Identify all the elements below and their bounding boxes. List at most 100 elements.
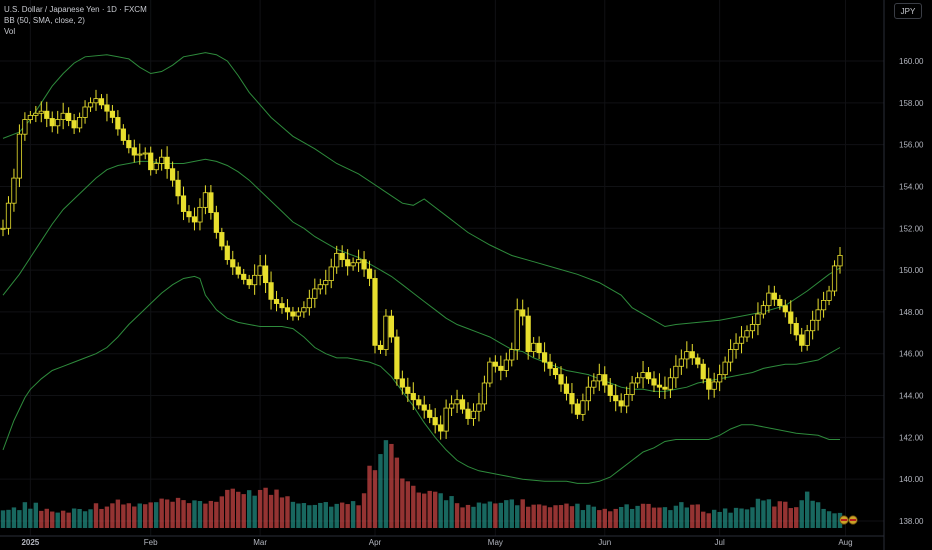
volume-bar bbox=[498, 502, 504, 528]
candle-up bbox=[487, 361, 493, 384]
candle-down bbox=[279, 303, 285, 309]
candle-up bbox=[16, 133, 23, 179]
price-tick-154: 154.00 bbox=[899, 182, 924, 191]
volume-bar bbox=[465, 504, 471, 528]
candle-down bbox=[793, 323, 799, 336]
candle-down bbox=[777, 298, 783, 307]
volume-bar bbox=[553, 505, 558, 528]
volume-bar bbox=[334, 503, 339, 528]
volume-bar bbox=[438, 493, 443, 528]
volume-bar bbox=[722, 508, 728, 528]
candle-up bbox=[476, 403, 482, 412]
volume-indicator-label[interactable]: Vol bbox=[4, 27, 16, 36]
volume-bar bbox=[635, 505, 640, 528]
candle-down bbox=[405, 386, 411, 394]
volume-bar bbox=[646, 503, 651, 528]
volume-bar bbox=[739, 508, 744, 528]
candle-up bbox=[22, 119, 28, 135]
candle-down bbox=[645, 372, 652, 380]
volume-bar bbox=[181, 500, 186, 528]
candle-up bbox=[317, 284, 323, 290]
candlesticks bbox=[0, 89, 843, 440]
time-label-may: May bbox=[488, 538, 503, 547]
volume-bar bbox=[788, 508, 793, 528]
volume-bar bbox=[766, 499, 772, 528]
candle-up bbox=[383, 315, 389, 350]
candle-down bbox=[131, 147, 137, 156]
volume-bar bbox=[132, 506, 137, 528]
volume-bar bbox=[744, 509, 750, 528]
candle-up bbox=[11, 177, 17, 204]
volume-bar bbox=[405, 481, 411, 528]
candle-up bbox=[744, 330, 750, 338]
volume-bar bbox=[55, 512, 60, 528]
volume-bar bbox=[755, 498, 761, 528]
volume-bar bbox=[356, 505, 361, 528]
candle-up bbox=[87, 102, 94, 108]
candle-down bbox=[224, 245, 230, 261]
bollinger-indicator-label[interactable]: BB (50, SMA, close, 2) bbox=[4, 16, 85, 25]
volume-bar bbox=[624, 504, 629, 528]
price-axis[interactable]: 138.00 140.00 142.00 144.00 146.00 148.00 150.… bbox=[899, 57, 924, 526]
candle-down bbox=[104, 104, 110, 112]
event-marker-icon[interactable] bbox=[848, 515, 858, 525]
volume-bar bbox=[400, 478, 405, 528]
volume-bar bbox=[821, 508, 826, 528]
volume-bar bbox=[39, 510, 44, 528]
volume-bar bbox=[695, 504, 700, 528]
candle-up bbox=[448, 403, 455, 409]
volume-bar bbox=[547, 507, 553, 528]
volume-bar bbox=[482, 503, 487, 528]
price-tick-148: 148.00 bbox=[899, 308, 924, 317]
volume-bar bbox=[460, 507, 465, 528]
candle-up bbox=[355, 259, 362, 264]
candle-down bbox=[115, 117, 121, 130]
candle-down bbox=[574, 403, 581, 415]
volume-bar bbox=[679, 502, 684, 528]
candle-down bbox=[520, 309, 526, 317]
volume-bars bbox=[0, 440, 843, 528]
time-label-2025: 2025 bbox=[21, 538, 39, 547]
candle-up bbox=[159, 156, 165, 164]
time-label-aug: Aug bbox=[838, 538, 852, 547]
time-axis[interactable]: 2025 Feb Mar Apr May Jun Jul Aug bbox=[21, 538, 852, 547]
candle-down bbox=[71, 120, 77, 129]
candle-down bbox=[541, 352, 548, 363]
volume-bar bbox=[662, 507, 668, 528]
candle-down bbox=[262, 265, 269, 284]
candle-down bbox=[44, 110, 50, 119]
volume-bar bbox=[186, 503, 192, 528]
candle-down bbox=[148, 152, 154, 171]
volume-bar bbox=[432, 491, 438, 528]
volume-bar bbox=[810, 500, 815, 528]
candle-up bbox=[596, 374, 602, 382]
volume-bar bbox=[394, 457, 400, 528]
currency-button[interactable]: JPY bbox=[894, 3, 922, 19]
candle-down bbox=[268, 282, 274, 300]
volume-bar bbox=[121, 504, 126, 528]
volume-bar bbox=[33, 502, 39, 528]
volume-bar bbox=[608, 511, 613, 528]
volume-bar bbox=[515, 505, 520, 528]
volume-bar bbox=[0, 510, 6, 528]
candle-down bbox=[290, 311, 296, 317]
candle-up bbox=[350, 262, 356, 267]
bollinger-middle-band bbox=[2, 158, 841, 392]
candle-down bbox=[191, 216, 198, 223]
candle-up bbox=[591, 380, 597, 388]
candle-up bbox=[673, 365, 679, 379]
candle-down bbox=[230, 259, 236, 268]
candle-down bbox=[525, 315, 531, 353]
volume-bar bbox=[214, 501, 219, 528]
event-marker-icon[interactable] bbox=[839, 515, 849, 525]
volume-bar bbox=[613, 508, 618, 528]
time-label-jul: Jul bbox=[715, 538, 725, 547]
volume-bar bbox=[826, 511, 832, 528]
symbol-title[interactable]: U.S. Dollar / Japanese Yen · 1D · FXCM bbox=[4, 5, 147, 14]
volume-bar bbox=[164, 499, 170, 528]
volume-bar bbox=[531, 504, 536, 528]
candle-up bbox=[711, 381, 717, 390]
volume-bar bbox=[88, 509, 93, 528]
price-tick-156: 156.00 bbox=[899, 141, 924, 150]
